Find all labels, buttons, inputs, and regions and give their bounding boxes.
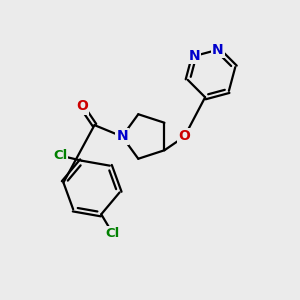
Text: Cl: Cl	[53, 149, 67, 162]
Text: Cl: Cl	[106, 227, 120, 240]
Text: N: N	[116, 130, 128, 143]
Text: N: N	[212, 43, 224, 57]
Text: O: O	[76, 100, 88, 113]
Text: N: N	[188, 49, 200, 63]
Text: O: O	[178, 130, 190, 143]
